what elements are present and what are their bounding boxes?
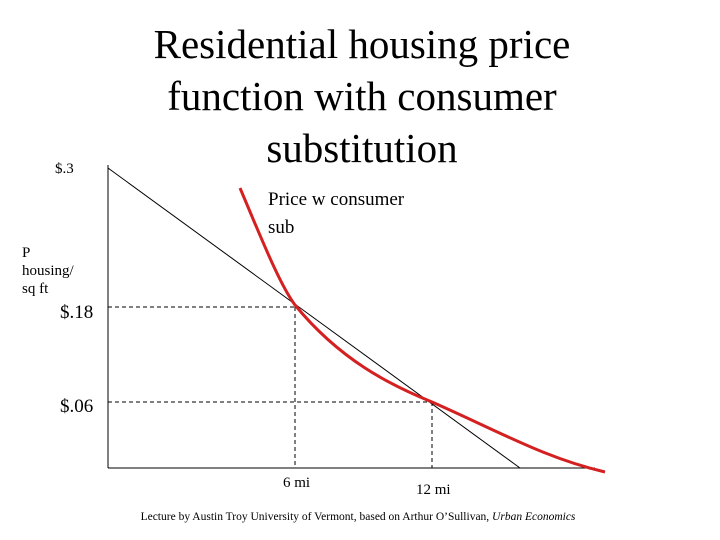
footer-source: Urban Economics [492, 511, 576, 523]
x-label: 6 mi [283, 475, 310, 491]
footer: Lecture by Austin Troy University of Ver… [141, 511, 576, 523]
x-label: 12 mi [416, 482, 451, 498]
substitution-curve [238, 187, 606, 474]
title-line: substitution [266, 125, 457, 171]
y-label: $.3 [55, 161, 74, 177]
title-line: function with consumer [167, 73, 557, 119]
y-axis-label: sq ft [22, 281, 49, 297]
curve-label: sub [268, 217, 294, 238]
title-line: Residential housing price [154, 21, 571, 67]
y-label: $.18 [60, 302, 93, 323]
price-line [107, 167, 521, 469]
footer-text: Lecture by Austin Troy University of Ver… [141, 511, 490, 523]
curve-label: Price w consumer [268, 189, 405, 210]
y-axis-label: P [22, 245, 30, 261]
y-axis-label: housing/ [22, 263, 75, 279]
y-label: $.06 [60, 396, 93, 417]
